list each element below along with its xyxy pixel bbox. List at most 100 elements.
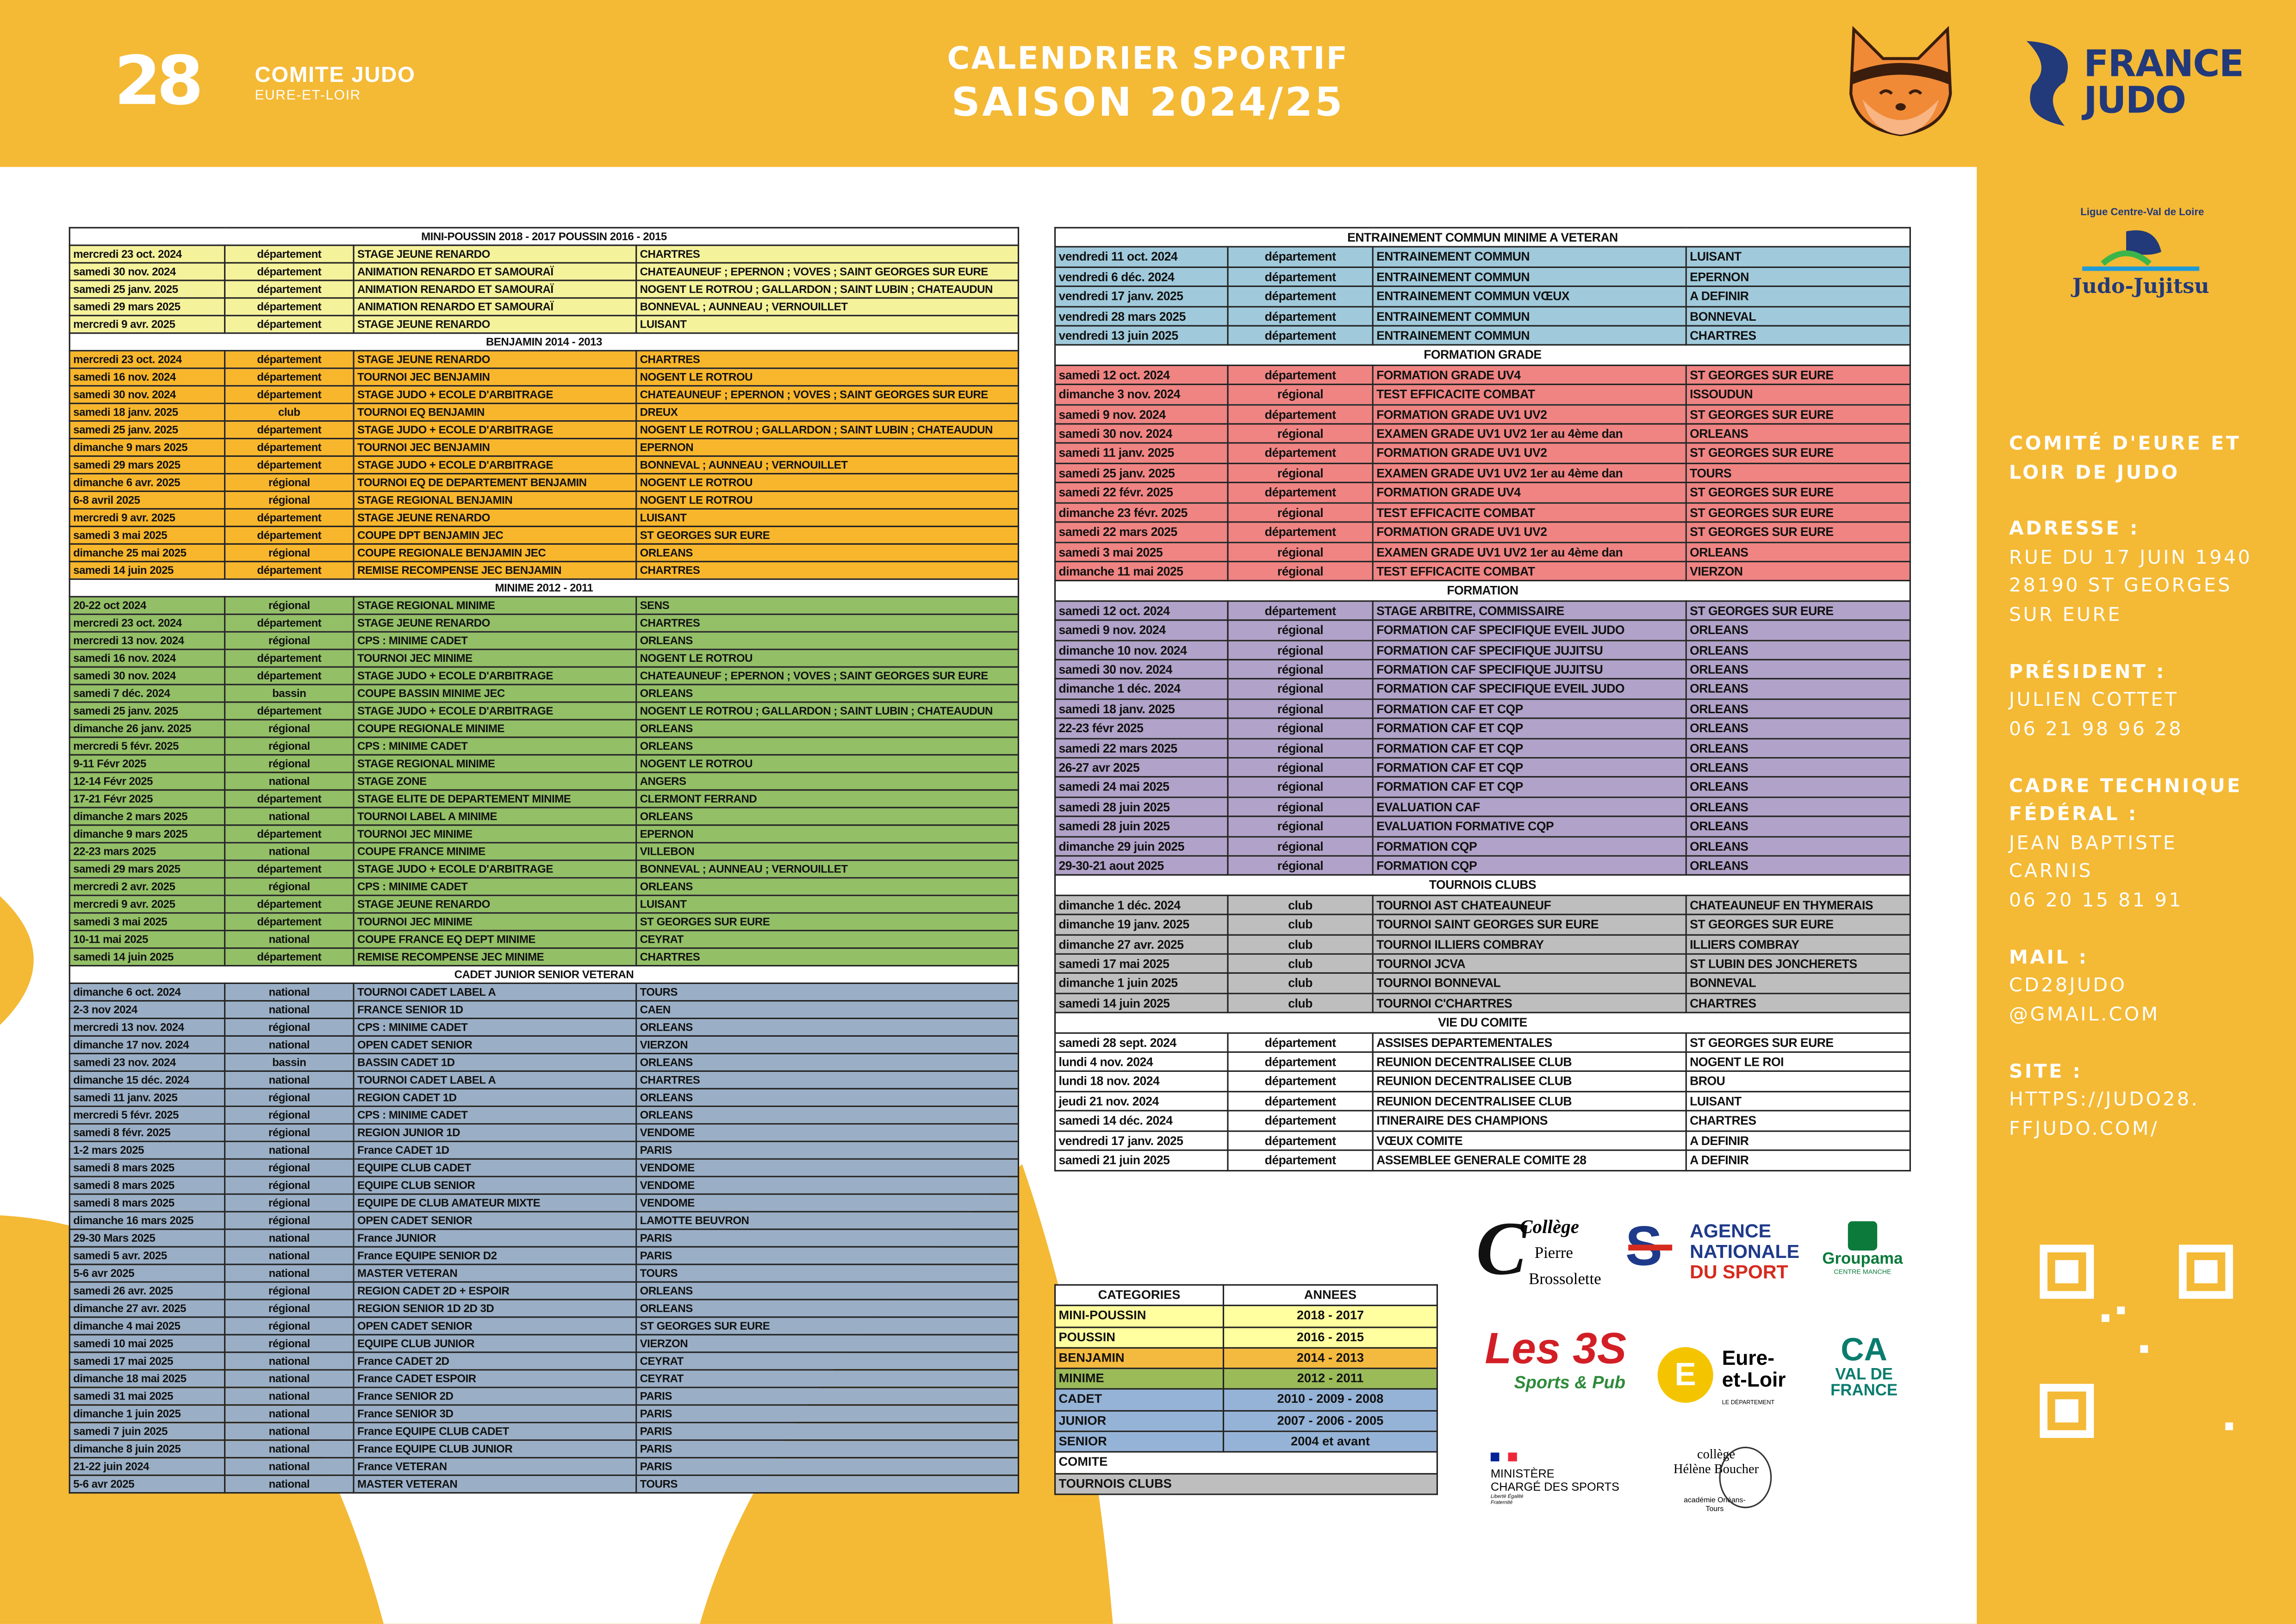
table-row: dimanche 18 mai 2025 national France CADET… [68, 1369, 1020, 1388]
event-date: samedi 30 nov. 2024 [1054, 423, 1229, 445]
event-location: NOGENT LE ROTROU ; GALLARDON ; SAINT LUB… [635, 420, 1020, 440]
table-row: samedi 30 nov. 2024 département ANIMATION … [68, 262, 1020, 281]
event-date: 5-6 avr 2025 [68, 1475, 226, 1494]
contact-value: SUR EURE [2009, 604, 2122, 626]
event-location: ORLEANS [1685, 757, 1911, 778]
event-name: CPS : MINIME CADET [353, 1017, 637, 1037]
event-location: VILLEBON [635, 842, 1020, 861]
event-date: dimanche 6 oct. 2024 [68, 982, 226, 1002]
category-name: TOURNOIS CLUBS [1054, 1472, 1438, 1495]
event-level: département [1227, 600, 1374, 621]
season-title: SAISON 2024/25 [951, 81, 1345, 126]
event-location: CEYRAT [635, 1369, 1020, 1388]
category-years: 2016 - 2015 [1222, 1326, 1438, 1349]
event-date: dimanche 29 juin 2025 [1054, 835, 1229, 857]
event-name: ITINERAIRE DES CHAMPIONS [1372, 1110, 1687, 1132]
event-name: STAGE JEUNE RENARDO [353, 508, 637, 528]
event-level: club [1227, 973, 1374, 994]
event-name: REGION CADET 1D [353, 1088, 637, 1107]
event-name: FORMATION GRADE UV1 UV2 [1372, 521, 1687, 543]
table-row: samedi 29 mars 2025 département STAGE JUDO… [68, 455, 1020, 475]
event-location: ORLEANS [635, 631, 1020, 650]
event-level: régional [1227, 777, 1374, 798]
table-row: samedi 14 juin 2025 département REMISE REC… [68, 947, 1020, 967]
qr-code-icon[interactable] [2040, 1244, 2233, 1438]
header-row: CATEGORIES ANNEES [1054, 1284, 1438, 1307]
event-location: CHATEAUNEUF EN THYMERAIS [1685, 894, 1911, 916]
event-name: TOURNOI AST CHATEAUNEUF [1372, 894, 1687, 916]
event-name: FORMATION GRADE UV1 UV2 [1372, 404, 1687, 425]
event-name: ANIMATION RENARDO ET SAMOURAÏ [353, 262, 637, 281]
event-location: LUISANT [635, 315, 1020, 334]
event-level: club [224, 403, 355, 422]
event-name: France SENIOR 3D [353, 1404, 637, 1424]
event-level: régional [1227, 541, 1374, 562]
event-location: VIERZON [635, 1035, 1020, 1055]
event-date: samedi 3 mai 2025 [68, 912, 226, 932]
event-name: ENTRAINEMENT COMMUN [1372, 305, 1687, 327]
table-row: dimanche 25 mai 2025 régional COUPE REGION… [68, 543, 1020, 562]
event-location: NOGENT LE ROTROU [635, 367, 1020, 387]
event-location: ST GEORGES SUR EURE [1685, 482, 1911, 504]
event-level: département [1227, 325, 1374, 347]
table-row: samedi 12 oct. 2024 département FORMATION … [1054, 364, 1911, 386]
event-name: TOURNOI EQ DE DEPARTEMENT BENJAMIN [353, 473, 637, 492]
table-row: dimanche 19 janv. 2025 club TOURNOI SAINT … [1054, 914, 1911, 935]
event-name: STAGE JEUNE RENARDO [353, 244, 637, 264]
event-location: ORLEANS [635, 684, 1020, 703]
event-level: club [1227, 914, 1374, 935]
table-row: samedi 30 nov. 2024 régional EXAMEN GRADE … [1054, 423, 1911, 445]
event-location: CAEN [635, 1000, 1020, 1020]
event-location: NOGENT LE ROTROU ; GALLARDON ; SAINT LUB… [635, 280, 1020, 299]
contact-value: 06 21 98 96 28 [2009, 718, 2183, 740]
table-row: samedi 30 nov. 2024 département STAGE JUDO… [68, 666, 1020, 685]
event-date: dimanche 19 janv. 2025 [1054, 914, 1229, 935]
event-date: dimanche 1 déc. 2024 [1054, 894, 1229, 916]
event-name: TOURNOI LABEL A MINIME [353, 807, 637, 826]
event-date: samedi 29 mars 2025 [68, 297, 226, 317]
table-row: 26-27 avr 2025 régional FORMATION CAF ET C… [1054, 757, 1911, 778]
event-date: mercredi 9 avr. 2025 [68, 895, 226, 914]
table-row: 5-6 avr 2025 national MASTER VETERAN TOURS [68, 1263, 1020, 1283]
event-level: régional [1227, 678, 1374, 700]
event-name: France VETERAN [353, 1457, 637, 1476]
table-row: 2-3 nov 2024 national FRANCE SENIOR 1D CAEN [68, 1000, 1020, 1020]
table-row: dimanche 29 juin 2025 régional FORMATION C… [1054, 835, 1911, 857]
event-level: national [224, 1070, 355, 1089]
event-name: STAGE JEUNE RENARDO [353, 315, 637, 334]
event-date: lundi 4 nov. 2024 [1054, 1051, 1229, 1073]
event-date: 21-22 juin 2024 [68, 1457, 226, 1476]
org-title: COMITÉ D'EURE ET LOIR DE JUDO [2009, 433, 2241, 484]
table-row: lundi 18 nov. 2024 département REUNION DEC… [1054, 1071, 1911, 1092]
contact-block: CADRE TECHNIQUE FÉDÉRAL : JEAN BAPTISTE CA… [2009, 772, 2280, 915]
table-row: samedi 3 mai 2025 département COUPE DPT BE… [68, 525, 1020, 545]
event-location: CEYRAT [635, 930, 1020, 949]
event-location: LUISANT [1685, 246, 1911, 268]
event-level: département [224, 947, 355, 967]
event-level: régional [224, 736, 355, 756]
event-level: département [1227, 1071, 1374, 1092]
event-location: ORLEANS [1685, 698, 1911, 720]
table-row: mercredi 13 nov. 2024 régional CPS : MINIM… [68, 1017, 1020, 1037]
table-row: samedi 28 juin 2025 régional EVALUATION FO… [1054, 815, 1911, 837]
event-date: dimanche 2 mars 2025 [68, 807, 226, 826]
event-date: 17-21 Févr 2025 [68, 789, 226, 809]
event-level: régional [224, 1158, 355, 1177]
event-date: 22-23 mars 2025 [68, 842, 226, 861]
table-row: samedi 23 nov. 2024 bassin BASSIN CADET 1D… [68, 1052, 1020, 1072]
event-level: département [1227, 1051, 1374, 1073]
event-level: club [1227, 933, 1374, 955]
event-location: A DEFINIR [1685, 286, 1911, 307]
table-row: dimanche 16 mars 2025 régional OPEN CADET … [68, 1211, 1020, 1230]
event-level: national [224, 1228, 355, 1248]
event-level: département [224, 280, 355, 299]
event-date: dimanche 17 nov. 2024 [68, 1035, 226, 1055]
event-level: régional [1227, 639, 1374, 660]
section-header-row: VIE DU COMITE [1054, 1012, 1911, 1033]
table-row: samedi 11 janv. 2025 département FORMATION… [1054, 442, 1911, 464]
event-name: FORMATION CQP [1372, 855, 1687, 877]
table-row: samedi 26 avr. 2025 régional REGION CADET … [68, 1281, 1020, 1300]
event-level: département [1227, 364, 1374, 386]
event-date: samedi 11 janv. 2025 [1054, 442, 1229, 464]
event-name: FORMATION CAF SPECIFIQUE JUJITSU [1372, 639, 1687, 660]
